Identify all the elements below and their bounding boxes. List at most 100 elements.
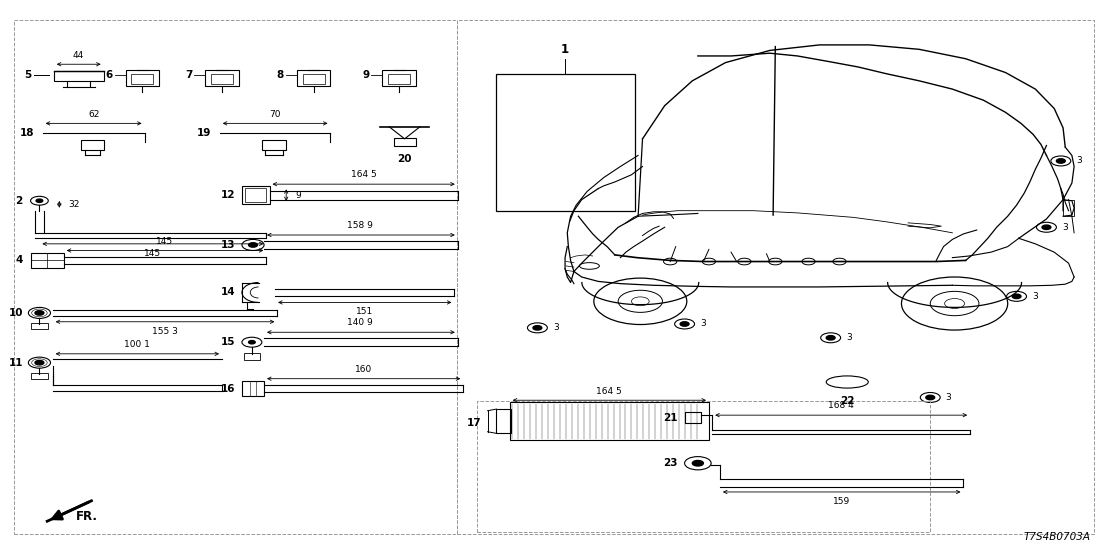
Text: 7: 7 (185, 70, 192, 80)
Text: 20: 20 (398, 155, 412, 165)
Text: 4: 4 (16, 255, 23, 265)
Text: 3: 3 (847, 334, 852, 342)
Bar (245, 188, 266, 202)
Bar (82, 140, 104, 150)
Circle shape (827, 336, 835, 340)
Circle shape (37, 199, 43, 202)
Circle shape (833, 258, 847, 265)
Circle shape (692, 460, 704, 466)
Text: 164 5: 164 5 (351, 170, 377, 178)
Text: 3: 3 (1032, 292, 1038, 301)
Circle shape (738, 258, 751, 265)
Bar (393, 138, 416, 146)
Bar (242, 186, 269, 204)
Bar (125, 70, 158, 86)
Circle shape (594, 278, 687, 325)
Bar (496, 74, 635, 211)
Text: 12: 12 (220, 190, 235, 200)
Text: 100 1: 100 1 (124, 340, 150, 349)
Bar (382, 70, 416, 86)
Bar (1063, 199, 1074, 216)
Bar (244, 353, 259, 360)
Text: 2: 2 (16, 196, 23, 206)
Text: FR.: FR. (76, 510, 98, 523)
Text: 9: 9 (362, 70, 369, 80)
Circle shape (702, 258, 716, 265)
Text: 62: 62 (88, 110, 100, 119)
Text: 10: 10 (9, 308, 23, 318)
Text: 22: 22 (840, 396, 854, 406)
Bar (302, 74, 325, 84)
Text: 1: 1 (561, 43, 570, 56)
Circle shape (29, 307, 51, 319)
Text: 15: 15 (220, 337, 235, 347)
Text: 164 5: 164 5 (596, 387, 623, 396)
Circle shape (926, 395, 935, 399)
Circle shape (527, 323, 547, 333)
Bar (211, 74, 233, 84)
Bar (261, 140, 286, 150)
Text: 140 9: 140 9 (348, 319, 373, 327)
Text: 145: 145 (156, 237, 173, 245)
Circle shape (35, 311, 44, 315)
Text: 151: 151 (356, 307, 373, 316)
Bar (297, 70, 330, 86)
Text: 16: 16 (220, 383, 235, 394)
Bar (685, 412, 701, 423)
Circle shape (821, 333, 841, 343)
Circle shape (685, 456, 711, 470)
Text: 3: 3 (1061, 223, 1068, 232)
Circle shape (29, 357, 51, 368)
Circle shape (35, 361, 44, 365)
Circle shape (618, 290, 663, 312)
Bar (242, 381, 264, 396)
Text: 11: 11 (9, 358, 23, 368)
Text: 158 9: 158 9 (348, 221, 373, 230)
Text: T7S4B0703A: T7S4B0703A (1024, 532, 1090, 542)
Text: 13: 13 (220, 240, 235, 250)
Text: 14: 14 (220, 288, 235, 297)
Text: 70: 70 (269, 110, 281, 119)
Text: 3: 3 (553, 324, 558, 332)
Circle shape (1006, 291, 1026, 301)
Bar (31, 373, 49, 379)
Circle shape (1050, 156, 1070, 166)
Circle shape (632, 297, 649, 306)
Text: 3: 3 (700, 320, 706, 329)
Circle shape (802, 258, 815, 265)
Bar (31, 253, 64, 268)
Text: 21: 21 (664, 413, 678, 423)
Text: 3: 3 (1076, 156, 1083, 166)
Text: 19: 19 (196, 129, 211, 138)
Circle shape (31, 196, 49, 205)
Circle shape (242, 239, 264, 250)
Bar (388, 74, 410, 84)
Circle shape (1042, 225, 1050, 229)
Text: 160: 160 (355, 365, 372, 374)
Circle shape (242, 337, 261, 347)
Text: 17: 17 (466, 418, 481, 428)
Text: 145: 145 (144, 249, 161, 258)
Circle shape (248, 243, 257, 247)
Circle shape (1056, 159, 1065, 163)
Text: 3: 3 (946, 393, 952, 402)
Text: 155 3: 155 3 (152, 327, 177, 336)
Text: 159: 159 (833, 497, 850, 506)
Bar (54, 71, 104, 81)
Circle shape (769, 258, 782, 265)
Bar (205, 70, 238, 86)
Circle shape (248, 341, 255, 344)
Circle shape (1036, 222, 1056, 232)
Circle shape (921, 392, 941, 402)
Bar (31, 323, 49, 330)
Circle shape (902, 277, 1007, 330)
Bar (131, 74, 153, 84)
Text: 8: 8 (277, 70, 284, 80)
Text: 44: 44 (72, 51, 84, 60)
Circle shape (931, 291, 979, 316)
Circle shape (1012, 294, 1020, 299)
Text: 168 4: 168 4 (828, 401, 853, 409)
Text: 23: 23 (664, 458, 678, 468)
Text: 18: 18 (20, 129, 34, 138)
Text: 5: 5 (24, 70, 32, 80)
